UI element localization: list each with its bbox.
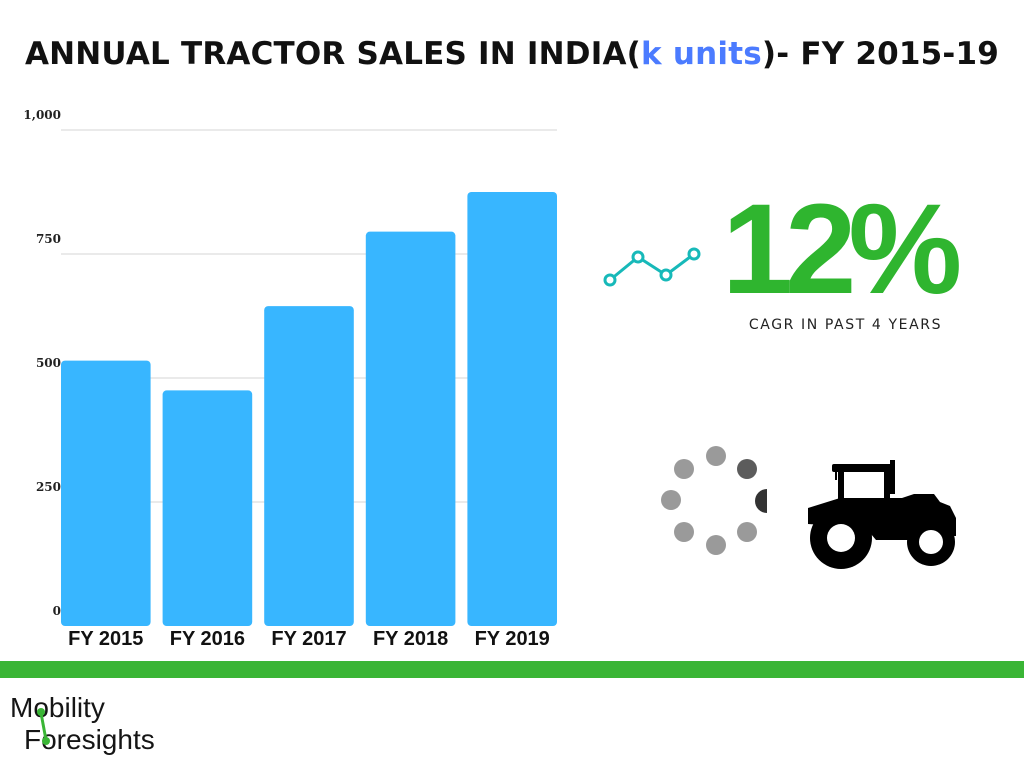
footer-divider	[0, 661, 1024, 678]
bar	[162, 390, 253, 626]
bar-chart: 0 250 500 750 1,000 FY 2015 FY 2016 FY 2017 FY 2…	[23, 108, 557, 650]
y-tick-label: 250	[36, 480, 61, 494]
x-tick-label: FY 2016	[170, 628, 245, 650]
cagr-value: 12%	[722, 178, 962, 321]
y-tick-label: 0	[53, 604, 61, 618]
tractor-icon	[808, 460, 956, 569]
title-prefix: ANNUAL TRACTOR SALES IN INDIA(	[24, 36, 642, 72]
trend-line-icon	[603, 247, 701, 287]
cagr-caption: CAGR IN PAST 4 YEARS	[748, 317, 943, 333]
x-tick-label: FY 2018	[373, 628, 448, 650]
bar	[365, 231, 456, 626]
company-logo: Mobility Foresights	[8, 690, 198, 760]
logo-text-line-1: Mobility	[10, 692, 105, 723]
title-highlight: k units	[641, 36, 762, 72]
y-tick-label: 500	[36, 356, 61, 370]
x-tick-label: FY 2019	[475, 628, 550, 650]
x-tick-label: FY 2015	[68, 628, 143, 650]
x-tick-label: FY 2017	[271, 628, 346, 650]
y-tick-label: 1,000	[23, 108, 61, 122]
logo-mark-icon	[37, 708, 50, 745]
chart-title: ANNUAL TRACTOR SALES IN INDIA(k units)- …	[0, 36, 1024, 72]
bar	[61, 360, 151, 626]
loading-spinner-icon	[661, 446, 767, 555]
title-suffix: )- FY 2015-19	[761, 36, 1000, 72]
y-tick-label: 750	[36, 232, 61, 246]
bar	[467, 192, 557, 626]
bar	[264, 306, 354, 626]
